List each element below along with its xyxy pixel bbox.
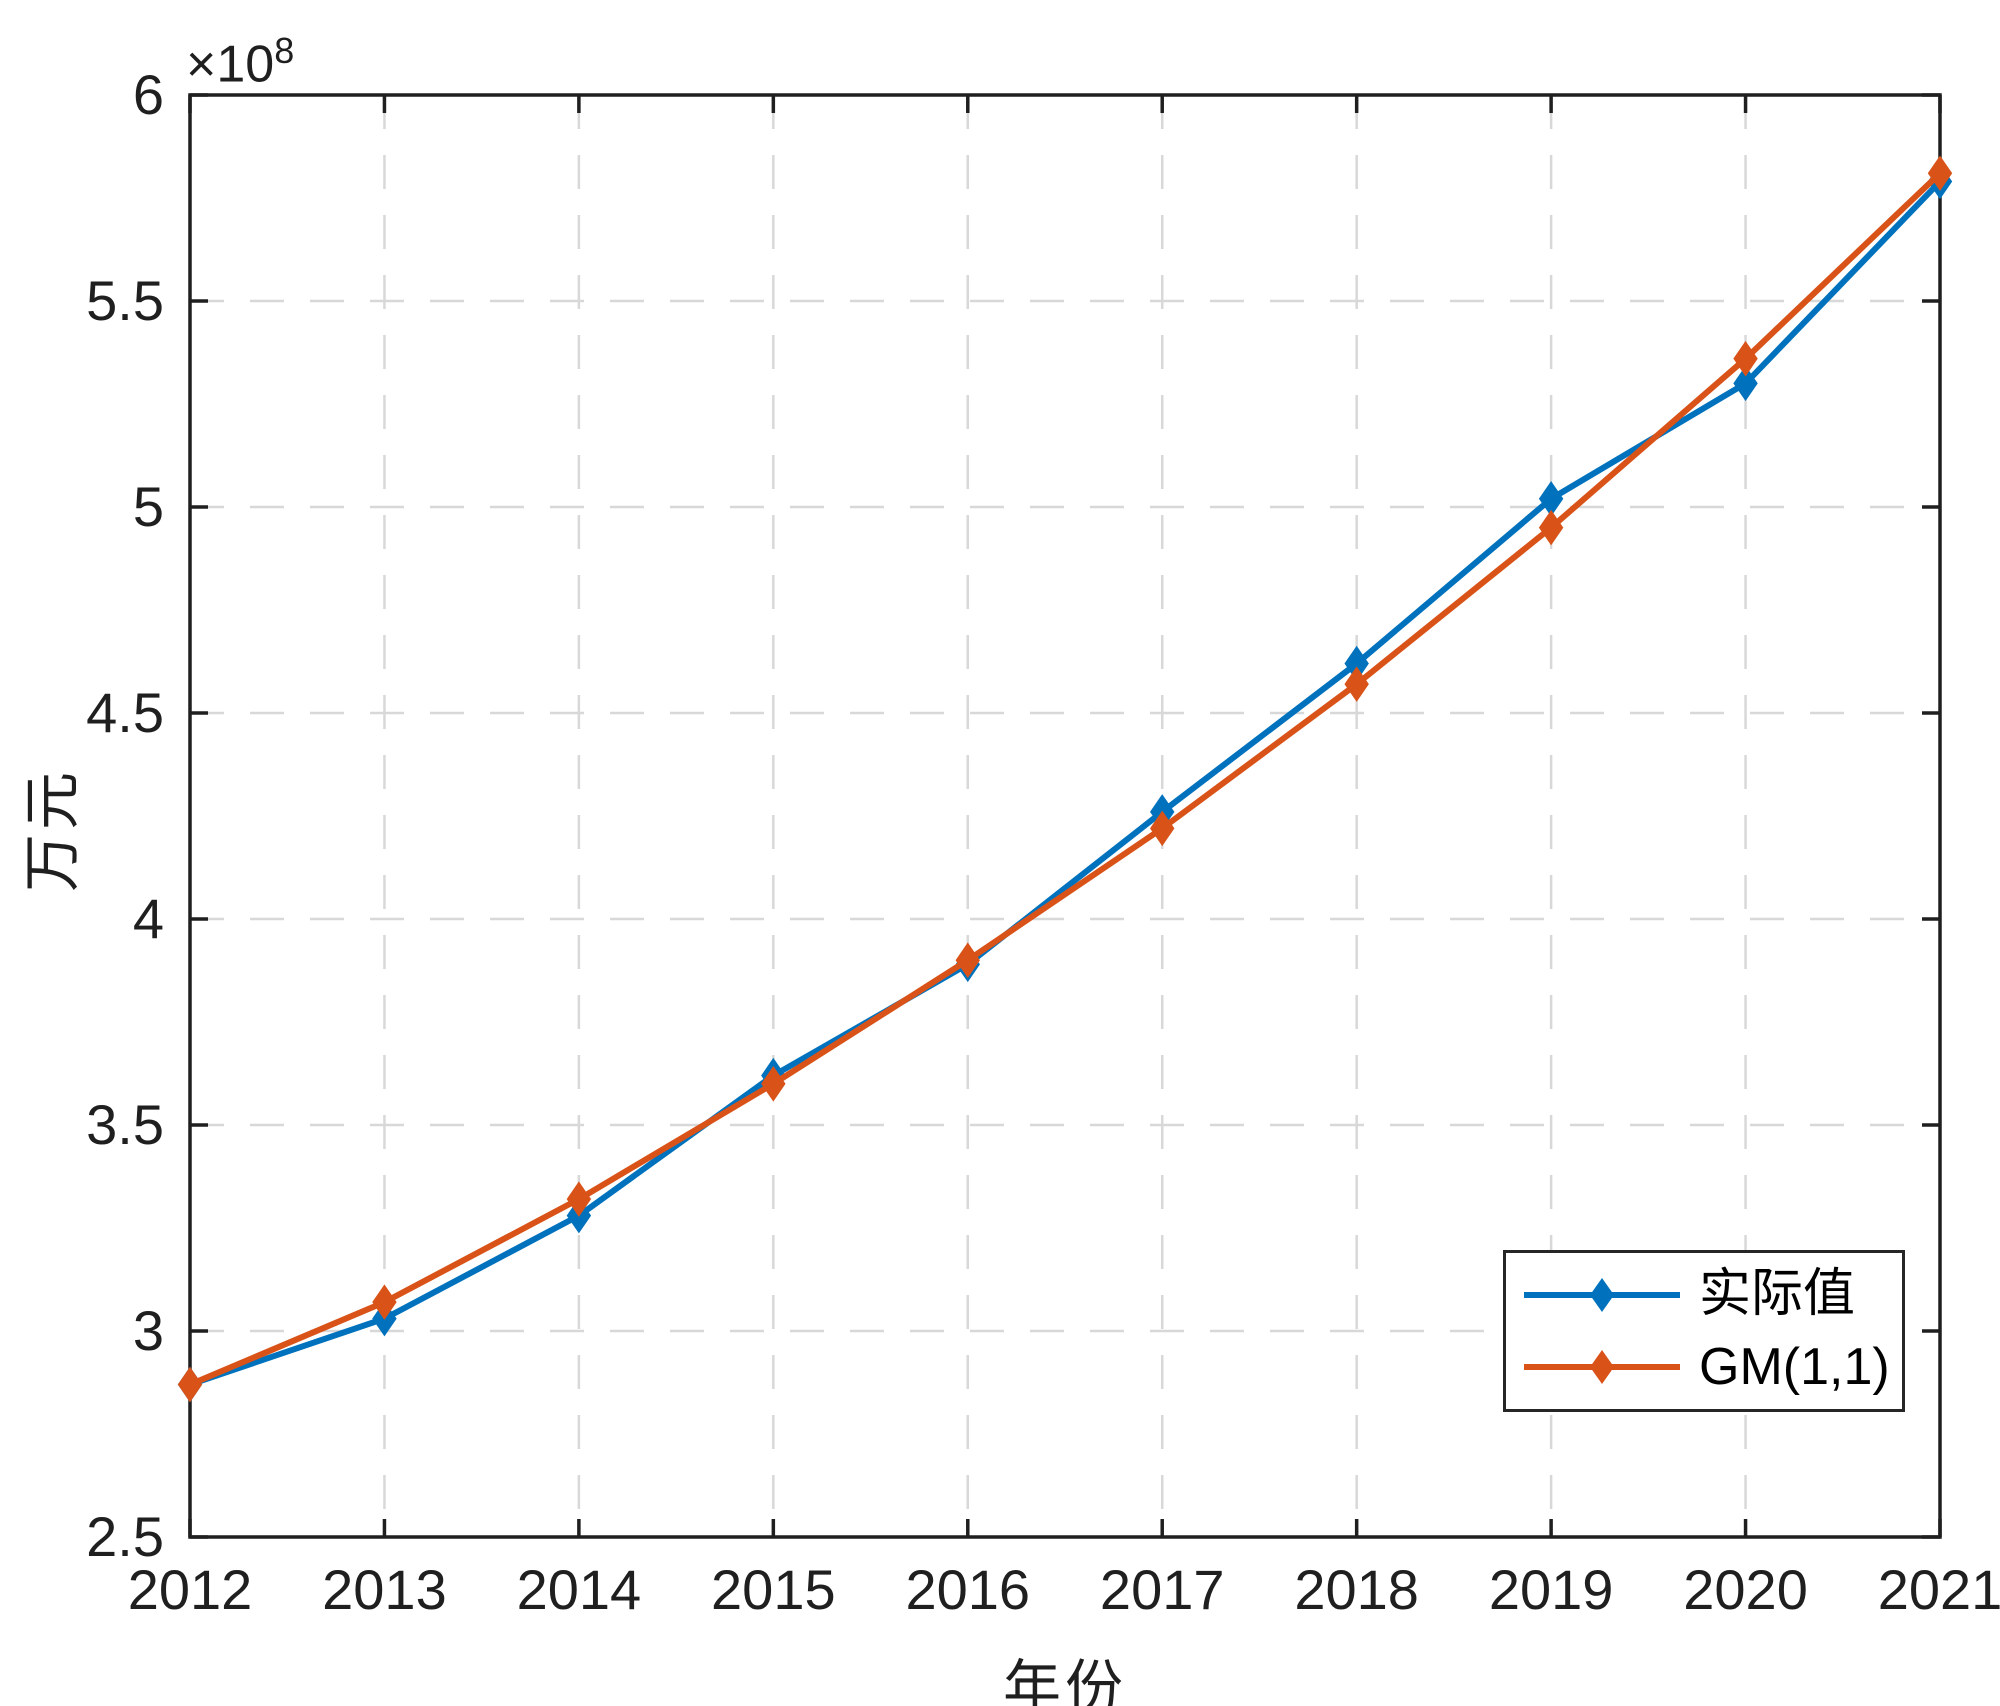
x-tick-label: 2018 bbox=[1294, 1558, 1419, 1621]
x-tick-label: 2019 bbox=[1489, 1558, 1614, 1621]
data-point-marker bbox=[1538, 509, 1564, 546]
x-tick-label: 2021 bbox=[1878, 1558, 2000, 1621]
data-point-marker bbox=[372, 1284, 397, 1320]
x-tick-label: 2012 bbox=[128, 1558, 253, 1621]
data-point-marker bbox=[1927, 155, 1953, 192]
data-point-marker bbox=[761, 1066, 786, 1102]
y-tick-label: 4.5 bbox=[86, 681, 164, 744]
series-line bbox=[187, 178, 1943, 1388]
y-tick-label: 4 bbox=[133, 887, 164, 950]
data-point-marker bbox=[177, 1366, 203, 1403]
y-axis-multiplier-base: ×10 bbox=[186, 35, 275, 94]
y-axis-multiplier: ×108 bbox=[186, 30, 294, 94]
x-axis-label: 年份 bbox=[1002, 1655, 1127, 1706]
data-point-marker bbox=[1733, 365, 1758, 402]
series-line bbox=[187, 170, 1943, 1388]
x-tick-label: 2017 bbox=[1100, 1558, 1225, 1621]
x-tick-label: 2014 bbox=[517, 1558, 642, 1621]
x-tick-label: 2015 bbox=[711, 1558, 836, 1621]
legend-swatch-actual bbox=[1524, 1278, 1680, 1312]
x-tick-label: 2020 bbox=[1683, 1558, 1808, 1621]
legend-label-actual: 实际值 bbox=[1699, 1266, 1856, 1323]
x-tick-label: 2013 bbox=[322, 1558, 447, 1621]
legend-label-gm11: GM(1,1) bbox=[1699, 1338, 1890, 1396]
legend-swatch-gm11 bbox=[1524, 1350, 1680, 1384]
data-point-marker bbox=[1344, 666, 1369, 702]
data-point-marker bbox=[1733, 340, 1758, 377]
y-axis-label: 万元 bbox=[20, 768, 85, 893]
legend-diamond-icon-gm11 bbox=[1590, 1350, 1614, 1384]
x-tick-label: 2016 bbox=[905, 1558, 1030, 1621]
y-tick-label: 2.5 bbox=[86, 1505, 164, 1568]
legend-item-actual: 实际值 bbox=[1520, 1269, 1902, 1321]
y-tick-label: 3 bbox=[133, 1299, 164, 1362]
y-tick-label: 5.5 bbox=[86, 269, 164, 332]
legend[interactable]: 实际值 GM(1,1) bbox=[1503, 1250, 1905, 1412]
y-tick-label: 3.5 bbox=[86, 1093, 164, 1156]
axes-frame bbox=[188, 93, 1942, 1539]
data-point-marker bbox=[955, 942, 980, 978]
y-tick-label: 5 bbox=[133, 475, 164, 538]
data-point-marker bbox=[1150, 810, 1175, 847]
data-point-marker bbox=[566, 1181, 592, 1217]
legend-diamond-icon-actual bbox=[1590, 1278, 1614, 1312]
y-tick-label: 6 bbox=[133, 63, 164, 126]
y-axis-multiplier-exponent: 8 bbox=[274, 30, 295, 71]
legend-item-gm11: GM(1,1) bbox=[1520, 1341, 1902, 1393]
